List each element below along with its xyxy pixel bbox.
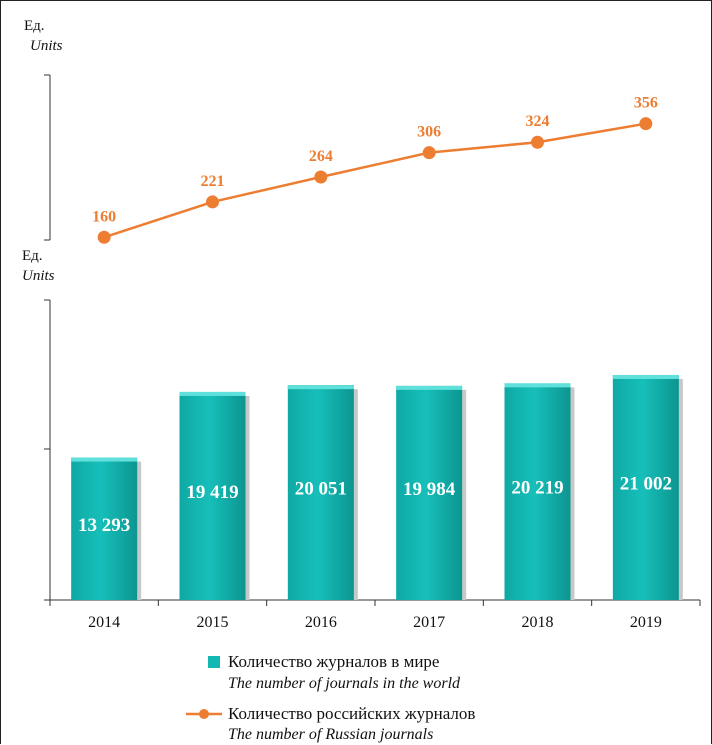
x-tick-label: 2019 (630, 614, 662, 631)
bar (287, 385, 354, 600)
bar (179, 391, 246, 600)
legend-label-world-ru: Количество журналов в мире (228, 652, 440, 671)
line-point (639, 117, 653, 131)
line-series (103, 122, 647, 239)
bar-top-highlight (287, 385, 354, 390)
line-point (531, 135, 544, 149)
bar-top-highlight (504, 383, 571, 388)
bar-top-highlight (71, 457, 138, 462)
x-tick-label: 2017 (413, 614, 445, 631)
bar-top-highlight (179, 391, 246, 396)
bar-top-highlight (612, 374, 679, 379)
x-tick-label: 2014 (88, 614, 120, 631)
x-tick-label: 2018 (522, 614, 554, 631)
bar-value-label: 19 984 (403, 479, 456, 500)
line-value-label: 264 (309, 148, 333, 165)
top-axis-unit-en: Units (30, 38, 63, 54)
bar (612, 374, 679, 600)
top-axis-unit-ru: Ед. (24, 18, 45, 34)
legend-item-russian: Количество российских журналов (186, 704, 475, 724)
line-point (97, 230, 111, 244)
legend-label-russian-en: The number of Russian journals (228, 726, 434, 743)
x-tick-label: 2016 (305, 614, 337, 631)
bottom-axis-unit-ru: Ед. (22, 248, 43, 264)
bar-value-label: 21 002 (620, 473, 672, 494)
line-value-label: 356 (634, 95, 658, 112)
bar-value-label: 20 051 (295, 479, 347, 500)
bar (396, 385, 463, 600)
legend-item-world: Количество журналов в мире (208, 652, 439, 672)
line-value-label: 221 (201, 173, 225, 190)
line-point (314, 170, 328, 184)
line-value-label: 160 (92, 208, 116, 225)
legend-swatch-line (186, 709, 222, 719)
bar (71, 457, 138, 600)
legend-swatch-bar (208, 656, 220, 668)
bar (504, 383, 571, 600)
line-value-label: 306 (417, 124, 441, 141)
bar-value-label: 20 219 (511, 478, 563, 499)
line-point (206, 195, 219, 209)
bar-value-label: 13 293 (78, 515, 130, 536)
x-tick-label: 2015 (197, 614, 229, 631)
line-value-label: 324 (526, 113, 550, 130)
legend-label-world-en: The number of journals in the world (228, 675, 461, 692)
legend-label-russian-ru: Количество российских журналов (228, 704, 476, 723)
bar-value-label: 19 419 (186, 482, 238, 503)
line-point (422, 146, 436, 160)
bottom-axis-unit-en: Units (22, 268, 55, 284)
bar-top-highlight (396, 385, 463, 390)
